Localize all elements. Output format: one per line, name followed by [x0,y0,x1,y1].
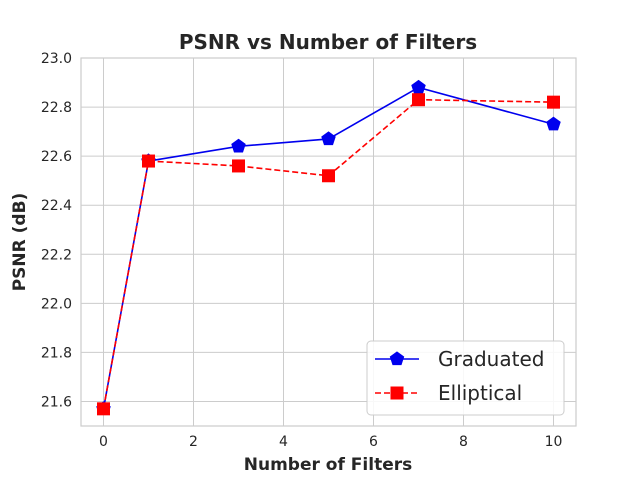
ticks: 0 2 4 6 8 10 21.6 21.8 22.0 22.2 22.4 22.6 22.8 23.0 [41,51,563,450]
x-tick-label: 6 [369,434,378,450]
data-point [142,154,155,168]
y-tick-label: 22.2 [41,247,72,263]
chart-title: PSNR vs Number of Filters [179,30,477,54]
legend-items: Graduated Elliptical [375,347,544,405]
legend-marker [390,386,404,400]
data-point [322,169,335,183]
data-point [97,402,110,416]
data-point [232,159,245,173]
y-tick-label: 22.8 [41,100,72,116]
y-tick-label: 23.0 [41,51,72,67]
x-tick-label: 8 [459,434,468,450]
series-line [102,98,554,409]
x-tick-label: 4 [279,434,288,450]
series-elliptical [97,93,560,416]
data-point [231,138,246,153]
data-point [412,93,425,107]
legend-label: Elliptical [438,381,522,405]
x-tick-label: 2 [189,434,198,450]
series-layer [96,79,561,416]
data-point [321,131,336,146]
legend-label: Graduated [438,347,544,371]
x-tick-label: 10 [545,434,563,450]
data-point [411,79,426,94]
legend-marker [389,351,405,366]
x-tick-label: 0 [99,434,108,450]
data-point [547,95,560,109]
y-axis-label: PSNR (dB) [10,193,30,292]
legend: Graduated Elliptical [366,340,565,416]
y-tick-label: 22.4 [41,198,72,214]
y-tick-label: 21.6 [41,394,72,410]
y-tick-label: 22.6 [41,149,72,165]
y-tick-label: 22.0 [41,296,72,312]
x-axis-label: Number of Filters [244,455,412,475]
data-point [546,116,561,131]
y-tick-label: 21.8 [41,345,72,361]
